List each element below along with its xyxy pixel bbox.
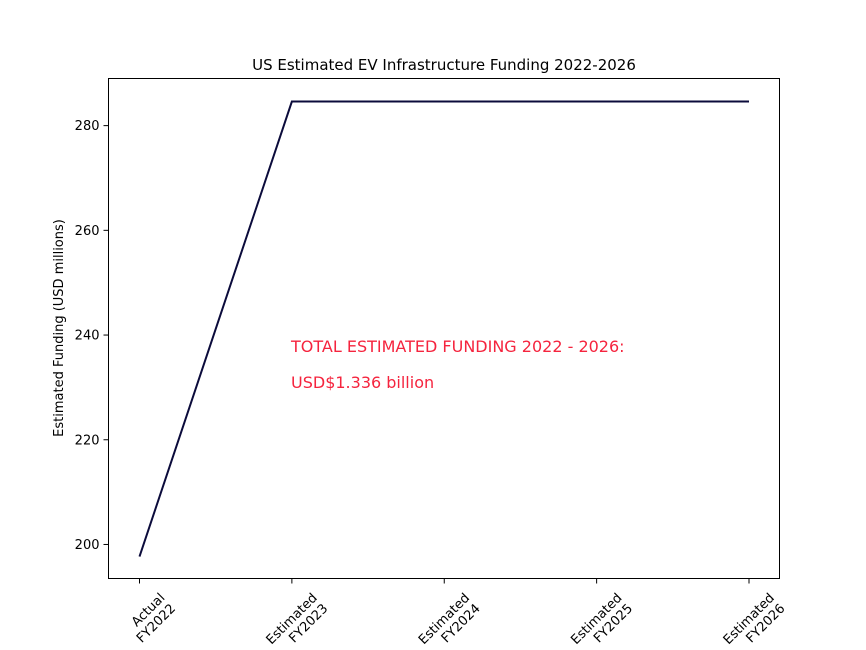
chart-title: US Estimated EV Infrastructure Funding 2… <box>252 56 636 74</box>
y-tick-label: 220 <box>75 433 100 448</box>
x-tick-label: EstimatedFY2024 <box>416 591 484 650</box>
annotation-total-value: USD$1.336 billion <box>291 373 434 392</box>
y-axis-label: Estimated Funding (USD millions) <box>52 219 67 437</box>
x-tick-label: EstimatedFY2026 <box>721 591 789 650</box>
y-tick-label: 260 <box>75 224 100 239</box>
y-tick-label: 280 <box>75 119 100 134</box>
y-axis: 200 220 240 260 280 <box>75 119 109 553</box>
annotation-total-label: TOTAL ESTIMATED FUNDING 2022 - 2026: <box>290 337 625 356</box>
plot-area <box>108 78 780 579</box>
x-tick-label: ActualFY2022 <box>123 591 179 647</box>
x-axis: ActualFY2022 EstimatedFY2023 EstimatedFY20… <box>123 578 789 650</box>
x-tick-label: EstimatedFY2023 <box>264 591 332 650</box>
series-line <box>138 100 749 557</box>
y-tick-label: 200 <box>75 538 100 553</box>
y-tick-label: 240 <box>75 329 100 344</box>
x-tick-label: EstimatedFY2025 <box>568 591 636 650</box>
